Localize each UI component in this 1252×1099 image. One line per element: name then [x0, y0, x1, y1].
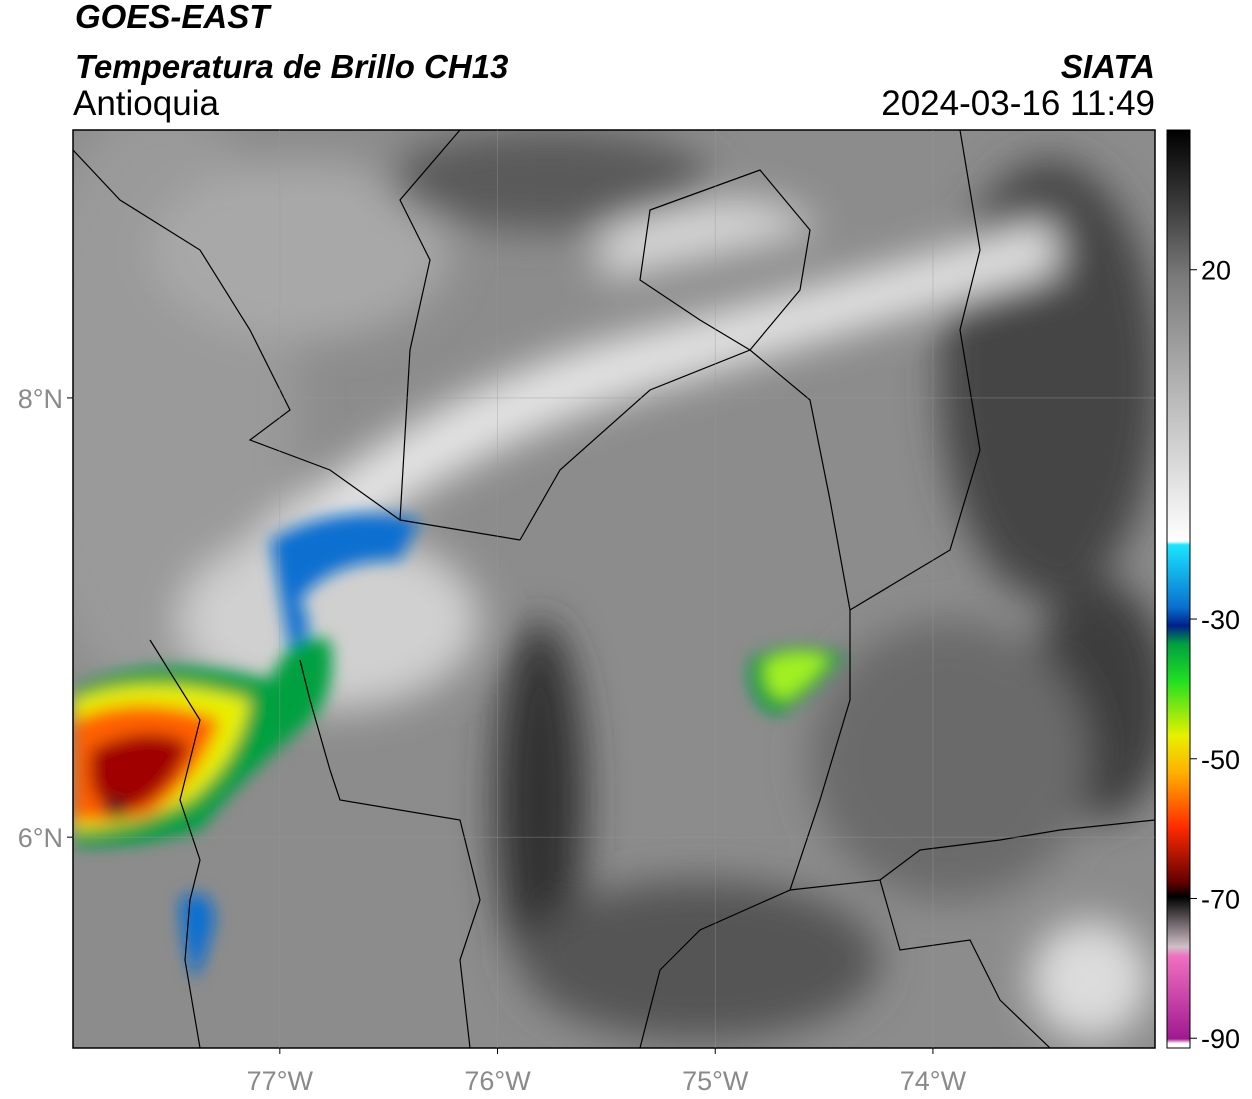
satellite-image	[73, 130, 1155, 1048]
x-tick-label: 75°W	[682, 1066, 749, 1096]
region-label: Antioquia	[73, 84, 219, 123]
colorbar-tick-label: -70	[1201, 884, 1240, 914]
colorbar-tick-label: -50	[1201, 745, 1240, 775]
map-frame	[72, 129, 1156, 1049]
x-tick-label: 77°W	[247, 1066, 314, 1096]
y-tick-label: 6°N	[18, 823, 63, 853]
x-tick-label: 76°W	[464, 1066, 531, 1096]
satellite-title: GOES-EAST	[75, 0, 272, 35]
ticks: 77°W 76°W 75°W 74°W 8°N 6°N 20 -30 -50 -70 -90	[18, 130, 1240, 1096]
datetime-label: 2024-03-16 11:49	[881, 84, 1155, 123]
product-title: Temperatura de Brillo CH13	[75, 48, 508, 85]
colorbar-tick-label: -90	[1201, 1024, 1240, 1054]
source-label: SIATA	[1061, 48, 1155, 85]
colorbar	[1166, 129, 1191, 1049]
colorbar-tick-label: 20	[1201, 256, 1231, 286]
x-tick-label: 74°W	[900, 1066, 967, 1096]
y-tick-label: 8°N	[18, 384, 63, 414]
colorbar-tick-label: -30	[1201, 605, 1240, 635]
